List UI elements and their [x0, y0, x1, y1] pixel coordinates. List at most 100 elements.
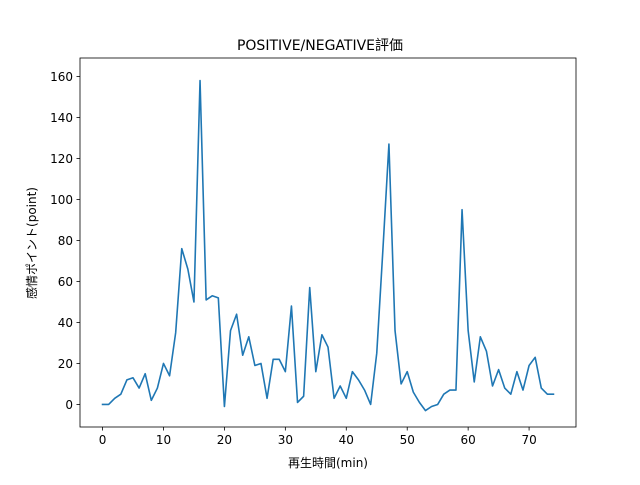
- data-point: [144, 373, 146, 375]
- x-tick-label: 20: [217, 433, 232, 447]
- data-point: [193, 301, 195, 303]
- data-point: [163, 363, 165, 365]
- data-point: [102, 404, 104, 406]
- data-point: [138, 387, 140, 389]
- data-point: [211, 295, 213, 297]
- data-point: [254, 365, 256, 367]
- data-point: [224, 406, 226, 408]
- data-point: [528, 365, 530, 367]
- x-tick-label: 50: [400, 433, 415, 447]
- y-tick-label: 100: [50, 193, 73, 207]
- data-point: [199, 80, 201, 82]
- x-axis-label: 再生時間(min): [288, 456, 368, 470]
- data-point: [352, 371, 354, 373]
- x-tick-label: 30: [278, 433, 293, 447]
- data-point: [321, 334, 323, 336]
- data-point: [175, 332, 177, 334]
- data-point: [315, 371, 317, 373]
- data-point: [510, 393, 512, 395]
- data-point: [394, 330, 396, 332]
- data-point: [230, 330, 232, 332]
- y-axis-ticks: 0 20 40 60 80 100 120 140 160: [50, 70, 80, 412]
- data-point: [522, 389, 524, 391]
- data-point: [492, 385, 494, 387]
- data-point: [473, 381, 475, 383]
- data-point: [358, 379, 360, 381]
- data-point: [236, 313, 238, 315]
- data-point: [370, 404, 372, 406]
- y-tick-label: 40: [58, 316, 73, 330]
- data-point: [553, 393, 555, 395]
- data-point: [388, 143, 390, 145]
- y-tick-label: 120: [50, 152, 73, 166]
- data-point: [504, 387, 506, 389]
- data-point: [120, 393, 122, 395]
- data-point: [419, 402, 421, 404]
- data-point: [382, 250, 384, 252]
- data-point: [108, 404, 110, 406]
- data-point: [486, 350, 488, 352]
- x-tick-label: 40: [339, 433, 354, 447]
- data-point: [248, 336, 250, 338]
- data-point: [498, 369, 500, 371]
- data-point: [467, 330, 469, 332]
- data-point: [132, 377, 134, 379]
- data-point: [297, 402, 299, 404]
- data-point: [169, 375, 171, 377]
- data-point: [547, 393, 549, 395]
- data-point: [309, 287, 311, 289]
- y-tick-label: 20: [58, 357, 73, 371]
- data-point: [272, 359, 274, 361]
- plot-area-frame: [79, 57, 577, 428]
- x-tick-label: 70: [521, 433, 536, 447]
- data-point: [126, 379, 128, 381]
- data-point: [376, 352, 378, 354]
- data-point: [413, 391, 415, 393]
- x-tick-label: 10: [156, 433, 171, 447]
- data-point: [327, 346, 329, 348]
- data-point: [345, 398, 347, 400]
- data-point: [291, 305, 293, 307]
- x-axis-ticks: 0 10 20 30 40 50 60 70: [99, 427, 537, 447]
- data-point: [218, 297, 220, 299]
- data-point: [443, 393, 445, 395]
- data-point: [437, 404, 439, 406]
- data-point: [431, 406, 433, 408]
- y-tick-label: 0: [65, 398, 73, 412]
- y-tick-label: 60: [58, 275, 73, 289]
- y-tick-label: 140: [50, 111, 73, 125]
- data-point: [480, 336, 482, 338]
- series-line-0: [101, 79, 555, 412]
- data-point: [333, 398, 335, 400]
- data-point: [400, 383, 402, 385]
- data-point: [205, 299, 207, 301]
- data-point: [181, 248, 183, 250]
- data-point: [303, 395, 305, 397]
- data-point: [278, 359, 280, 361]
- data-point: [242, 354, 244, 356]
- y-tick-label: 160: [50, 70, 73, 84]
- data-point: [425, 410, 427, 412]
- data-point: [516, 371, 518, 373]
- x-tick-label: 0: [99, 433, 107, 447]
- chart-title: POSITIVE/NEGATIVE評価: [237, 38, 403, 54]
- data-point: [540, 387, 542, 389]
- data-point: [266, 398, 268, 400]
- data-point: [455, 389, 457, 391]
- data-point: [339, 385, 341, 387]
- data-point: [534, 357, 536, 359]
- data-point: [406, 371, 408, 373]
- data-point: [157, 387, 159, 389]
- x-tick-label: 60: [461, 433, 476, 447]
- data-point: [364, 389, 366, 391]
- data-point: [449, 389, 451, 391]
- y-tick-label: 80: [58, 234, 73, 248]
- data-point: [114, 398, 116, 400]
- series-layer: [101, 79, 555, 412]
- data-point: [285, 371, 287, 373]
- y-axis-label: 感情ポイント(point): [24, 187, 39, 299]
- data-point: [260, 363, 262, 365]
